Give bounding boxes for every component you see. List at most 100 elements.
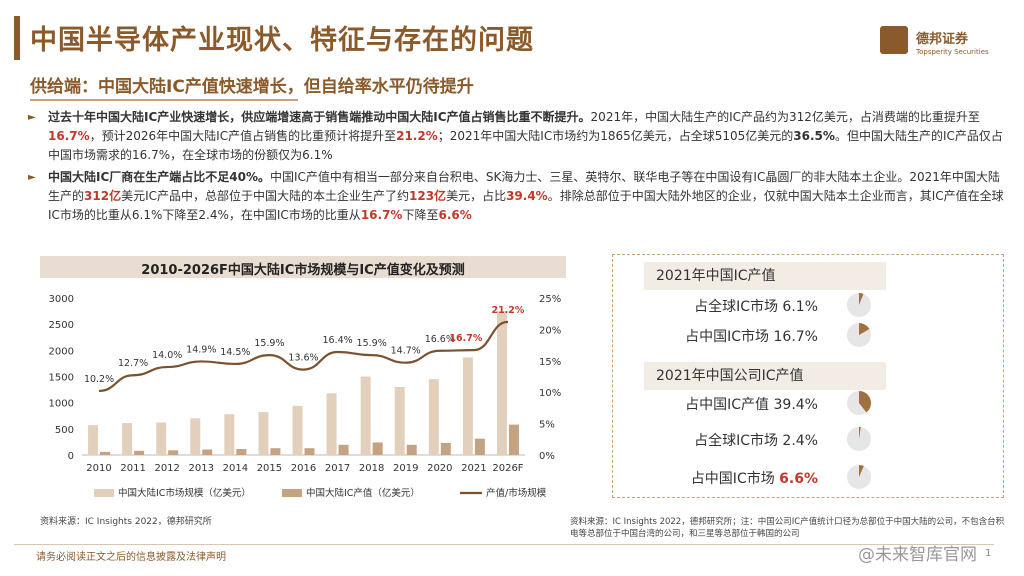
output-bar bbox=[270, 448, 281, 455]
output-bar bbox=[508, 424, 519, 455]
output-bar bbox=[134, 450, 145, 455]
para2-text: 下降至 bbox=[402, 208, 439, 222]
market-bar bbox=[156, 422, 167, 455]
x-tick-label: 2018 bbox=[359, 463, 384, 474]
output-bar bbox=[304, 448, 315, 455]
x-tick-label: 2017 bbox=[325, 463, 350, 474]
para1-highlight: 16.7% bbox=[48, 129, 90, 143]
ratio-data-label: 16.4% bbox=[322, 335, 352, 346]
ic-market-chart: 0 500 1000 1500 2000 2500 3000 0% 5% 10% 15% 20% 25%… bbox=[49, 294, 562, 499]
y-right-tick-label: 0% bbox=[539, 451, 555, 462]
para1-text: ，预计2026年中国大陆IC产值占销售的比重预计将提升至 bbox=[89, 129, 397, 143]
para2-highlight: 39.4% bbox=[506, 189, 548, 203]
para2-highlight: 16.7% bbox=[360, 208, 403, 222]
output-bar bbox=[202, 449, 213, 455]
market-bar bbox=[326, 393, 337, 455]
stats-source: 资料来源：IC Insights 2022，德邦研究所；注：中国公司IC产值统计… bbox=[570, 517, 1005, 539]
market-bar bbox=[88, 425, 99, 455]
ratio-data-label: 14.7% bbox=[391, 346, 421, 357]
stats-section-header: 2021年中国IC产值 bbox=[644, 262, 886, 290]
legal-disclaimer: 请务必阅读正文之后的信息披露及法律声明 bbox=[36, 552, 226, 563]
market-bar bbox=[122, 423, 133, 455]
y-left-tick-label: 500 bbox=[55, 425, 74, 436]
market-bar bbox=[190, 418, 201, 455]
page-title: 中国半导体产业现状、特征与存在的问题 bbox=[30, 25, 534, 56]
share-pie-chart bbox=[847, 391, 871, 415]
para2-text: 。排除总部位于中国大陆外地区的企业，仅就中国大陆本土企业而言，其IC产值在全球I… bbox=[48, 189, 1004, 222]
para2-text: 中国IC产值中有相当一部分来自台积电、SK海力士、三星、英特尔、联华电子等在中国… bbox=[48, 170, 1000, 203]
pie-slice bbox=[859, 427, 861, 439]
legend-label-output: 中国大陆IC产值（亿美元） bbox=[306, 487, 420, 499]
brand-name: 德邦证券 bbox=[916, 32, 969, 47]
footer-divider bbox=[14, 544, 994, 545]
market-bar bbox=[428, 379, 439, 455]
market-bar bbox=[258, 412, 269, 455]
ratio-data-label: 14.5% bbox=[220, 347, 250, 358]
y-right-tick-label: 15% bbox=[539, 357, 561, 368]
market-bar bbox=[224, 414, 235, 455]
x-tick-label: 2012 bbox=[154, 463, 179, 474]
output-bar bbox=[440, 442, 451, 455]
share-pie-chart bbox=[847, 465, 871, 489]
stats-section-header: 2021年中国公司IC产值 bbox=[644, 362, 886, 390]
page-number: 1 bbox=[985, 548, 992, 559]
stat-label: 占全球IC市场 6.1% bbox=[694, 299, 818, 315]
y-left-tick-label: 2500 bbox=[49, 320, 74, 331]
legend-label-line: 产值/市场规模 bbox=[486, 487, 547, 499]
ratio-data-label: 12.7% bbox=[118, 358, 148, 369]
output-bar bbox=[100, 451, 111, 455]
ratio-data-label: 15.9% bbox=[357, 338, 387, 349]
para1-text: ；2021年中国大陆IC市场约为1865亿美元，占全球5105亿美元的 bbox=[437, 129, 794, 143]
title-accent-bar bbox=[14, 16, 20, 60]
chart-source: 资料来源：IC Insights 2022，德邦研究所 bbox=[40, 517, 212, 527]
output-bar bbox=[236, 448, 247, 455]
y-right-tick-label: 5% bbox=[539, 420, 555, 431]
stat-label-value: 6.6% bbox=[779, 471, 818, 487]
x-tick-label: 2026F bbox=[492, 463, 523, 474]
para2-lead: 中国大陆IC厂商在生产端占比不足40%。 bbox=[48, 170, 270, 184]
y-left-tick-label: 1000 bbox=[49, 399, 74, 410]
pie-slice bbox=[859, 323, 870, 335]
ratio-data-label: 13.6% bbox=[288, 353, 318, 364]
ratio-data-label: 14.9% bbox=[186, 344, 216, 355]
bullet-paragraph-2: ► 中国大陆IC厂商在生产端占比不足40%。中国IC产值中有相当一部分来自台积电… bbox=[28, 168, 1008, 225]
subtitle-underline bbox=[30, 99, 298, 101]
brand-tagline: Topsperity Securities bbox=[916, 48, 989, 56]
share-pie-chart bbox=[847, 293, 871, 317]
para1-lead: 过去十年中国大陆IC产业快速增长，供应端增速高于销售端推动中国大陆IC产值占销售… bbox=[48, 110, 591, 124]
para1-text: 。但中国大陆生产的IC产品仅占中国市场需求的16.7%，在全球市场的份额仅为6.… bbox=[48, 129, 1003, 162]
output-bar bbox=[338, 444, 349, 455]
market-bar bbox=[360, 376, 371, 455]
y-left-tick-label: 2000 bbox=[49, 346, 74, 357]
x-tick-label: 2013 bbox=[189, 463, 214, 474]
market-bar bbox=[292, 405, 303, 455]
ratio-line bbox=[98, 320, 509, 393]
ratio-data-label: 14.0% bbox=[152, 350, 182, 361]
output-bar bbox=[406, 444, 417, 455]
y-left-tick-label: 0 bbox=[68, 451, 74, 462]
ratio-data-label: 15.9% bbox=[254, 338, 284, 349]
bullet-paragraph-1: ► 过去十年中国大陆IC产业快速增长，供应端增速高于销售端推动中国大陆IC产值占… bbox=[28, 108, 1008, 165]
legend-label-market: 中国大陆IC市场规模（亿美元） bbox=[118, 487, 251, 499]
x-tick-label: 2021 bbox=[461, 463, 486, 474]
y-left-tick-label: 1500 bbox=[49, 373, 74, 384]
ratio-data-label: 10.2% bbox=[84, 374, 114, 385]
x-tick-label: 2015 bbox=[257, 463, 282, 474]
para1-text: 2021年，中国大陆生产的IC产品约为312亿美元，占消费端的比重提升至 bbox=[590, 110, 980, 124]
ratio-data-label: 16.7% bbox=[449, 333, 482, 344]
share-pie-chart bbox=[847, 427, 871, 451]
stat-label: 占中国IC产值 39.4% bbox=[685, 397, 818, 413]
pie-slice bbox=[859, 293, 864, 305]
bullet-arrow-icon: ► bbox=[28, 172, 36, 183]
brand-logo: 德邦证券 Topsperity Securities bbox=[880, 26, 1010, 66]
y-right-tick-label: 20% bbox=[539, 325, 561, 336]
x-tick-label: 2011 bbox=[120, 463, 145, 474]
section-subtitle: 供给端：中国大陆IC产值快速增长，但自给率水平仍待提升 bbox=[30, 77, 474, 97]
market-bar bbox=[496, 311, 507, 455]
stats-panel bbox=[612, 254, 1004, 498]
output-bar bbox=[168, 450, 179, 455]
para2-highlight: 312亿 bbox=[84, 189, 122, 203]
x-tick-label: 2020 bbox=[427, 463, 452, 474]
x-tick-label: 2016 bbox=[291, 463, 316, 474]
chart-title-background bbox=[40, 256, 566, 278]
